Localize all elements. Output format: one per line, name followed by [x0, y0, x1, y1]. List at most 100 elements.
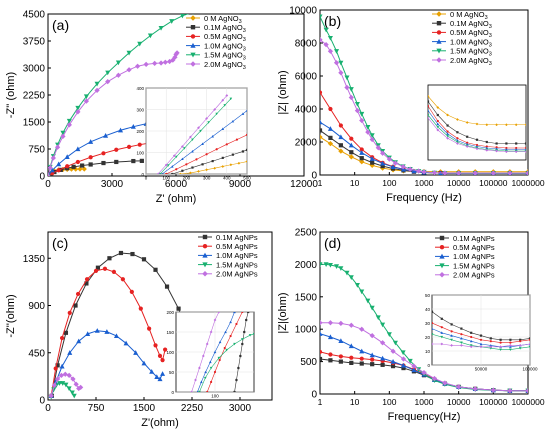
data-point: [153, 343, 158, 348]
y-tick-label: 900: [28, 301, 45, 312]
data-point: [209, 330, 213, 334]
data-point: [235, 378, 238, 382]
data-point: [210, 380, 213, 384]
data-point: [126, 67, 132, 73]
data-point: [66, 386, 72, 392]
data-point: [370, 362, 375, 367]
data-point: [446, 130, 449, 133]
data-point: [66, 372, 72, 378]
data-point: [469, 345, 473, 349]
data-point: [519, 340, 522, 343]
data-point: [432, 310, 434, 313]
data-point: [213, 350, 217, 354]
data-point: [152, 60, 158, 66]
y-tick-label: 1000: [295, 325, 318, 336]
data-point: [348, 87, 354, 92]
data-point: [247, 312, 250, 314]
data-point: [369, 133, 375, 139]
data-point: [194, 378, 197, 382]
data-point: [392, 160, 399, 166]
data-point: [201, 142, 204, 145]
inset-y-tick-label: 150: [166, 330, 174, 335]
data-point: [460, 327, 463, 330]
data-point: [509, 348, 512, 351]
data-point: [60, 130, 66, 136]
x-axis-label: Frequency (Hz): [386, 192, 462, 204]
data-point: [436, 113, 439, 117]
inset-y-tick-label: 200: [166, 310, 174, 315]
data-point: [75, 159, 80, 165]
data-point: [225, 94, 229, 97]
series-6: [428, 116, 526, 154]
data-point: [354, 108, 361, 114]
data-point: [192, 14, 194, 15]
inset-x-tick-label: 0: [145, 176, 148, 181]
x-ticks: 1 10 100 1000 10000 100000 1000000: [318, 391, 545, 407]
data-point: [158, 60, 164, 66]
data-point: [221, 165, 225, 168]
data-point: [139, 158, 144, 163]
data-point: [94, 328, 100, 333]
data-point: [65, 164, 70, 169]
data-point: [138, 306, 143, 311]
data-point: [60, 381, 66, 386]
inset-x-tick-label: 100: [162, 176, 170, 181]
x-axis-label: Z'(ohm): [141, 417, 179, 429]
data-point: [411, 168, 417, 174]
data-point: [95, 265, 101, 270]
data-point: [197, 170, 200, 173]
inset-y-tick-label: 30: [425, 321, 431, 326]
data-point: [489, 340, 492, 343]
data-point: [499, 348, 502, 351]
x-tick-label: 100: [382, 397, 396, 407]
y-tick-label: 450: [28, 348, 45, 359]
y-ticks: 0 2000 4000 6000 8000 10000: [289, 6, 323, 182]
panel-label: (b): [324, 13, 341, 29]
data-point: [75, 109, 81, 115]
data-point: [101, 151, 106, 156]
data-point: [206, 390, 209, 392]
series-3: [165, 133, 247, 174]
data-point: [436, 125, 440, 129]
data-point: [327, 48, 334, 54]
data-point: [472, 386, 478, 392]
x-tick-label: 12000: [290, 179, 318, 190]
data-point: [213, 108, 217, 111]
data-point: [59, 335, 65, 341]
data-point: [416, 168, 422, 174]
series-line: [161, 110, 247, 174]
data-point: [327, 141, 334, 147]
data-point: [344, 75, 350, 81]
data-point: [237, 161, 241, 165]
data-point: [205, 117, 208, 120]
inset-y-tick-label: 10: [425, 349, 431, 354]
legend-marker: [202, 244, 208, 249]
x-tick-label: 100000: [479, 397, 508, 407]
data-point: [505, 123, 508, 127]
data-point: [348, 94, 354, 101]
data-point: [411, 367, 417, 373]
y-tick-label: 2500: [295, 228, 318, 239]
data-point: [203, 376, 207, 380]
data-point: [348, 154, 354, 160]
data-point: [460, 337, 463, 340]
data-point: [328, 358, 333, 363]
data-point: [320, 134, 323, 140]
data-point: [154, 374, 160, 379]
data-point: [118, 127, 124, 133]
series-4: [198, 332, 254, 392]
data-point: [431, 170, 438, 175]
data-point: [338, 359, 343, 364]
series-3: [428, 104, 526, 150]
series-6: [156, 94, 229, 174]
data-point: [48, 173, 51, 176]
data-point: [211, 135, 214, 138]
data-point: [94, 81, 100, 87]
data-point: [66, 122, 72, 128]
legend-marker: [436, 57, 442, 63]
data-point: [53, 366, 58, 371]
data-point: [118, 250, 124, 256]
series-4: [48, 381, 77, 400]
legend-marker: [202, 271, 208, 277]
plot-frame: [47, 231, 273, 401]
